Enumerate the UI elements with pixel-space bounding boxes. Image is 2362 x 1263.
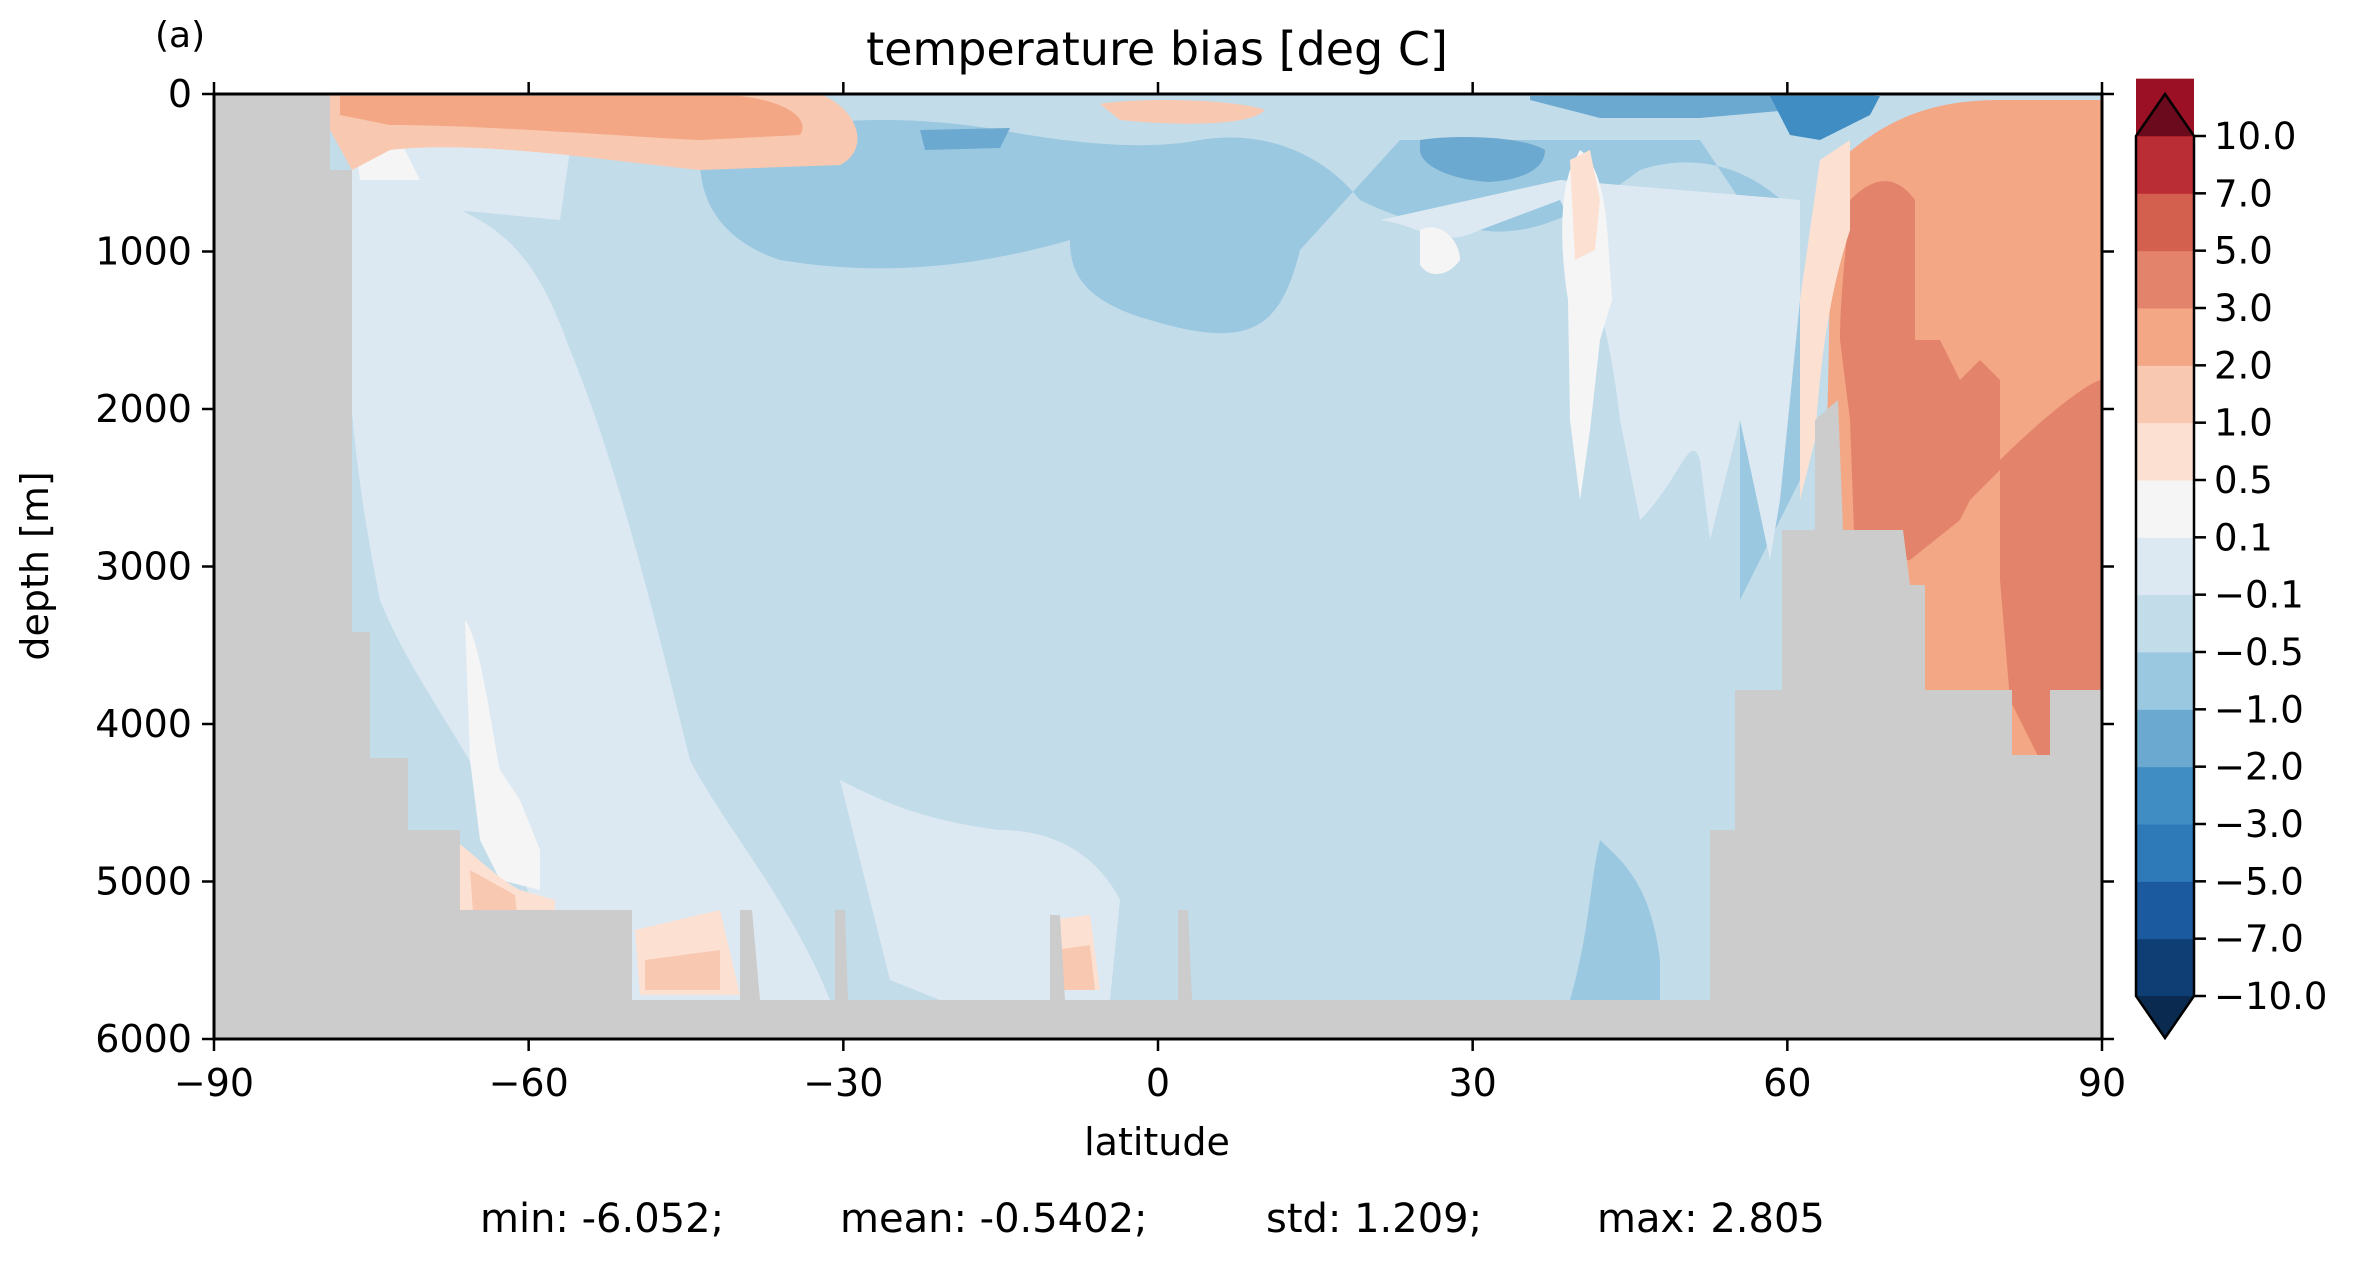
- colorbar-tick-label: −3.0: [2214, 803, 2304, 846]
- y-axis-label: depth [m]: [13, 471, 57, 660]
- colorbar-bin: [2136, 365, 2194, 424]
- colorbar-bin: [2136, 652, 2194, 710]
- colorbar-bin: [2136, 881, 2194, 940]
- panel-label: (a): [155, 15, 205, 56]
- x-tick-label: −90: [174, 1061, 254, 1105]
- stat-min: min: -6.052;: [480, 1196, 725, 1242]
- region-arctic-warmer: [1840, 181, 2102, 760]
- colorbar-tick-label: 5.0: [2214, 230, 2273, 273]
- region-arctic-edge-warm: [1570, 140, 1850, 500]
- colorbar-extend-min: [2136, 996, 2194, 1038]
- y-tick-label: 5000: [95, 860, 192, 904]
- region-midlatitude-north-weak-bias: [1380, 180, 1800, 560]
- colorbar-bin: [2136, 938, 2194, 997]
- x-tick-label: −60: [489, 1061, 569, 1105]
- colorbar-bin: [2136, 766, 2194, 825]
- x-tick-label: 0: [1146, 1061, 1170, 1105]
- x-tick-label: 30: [1448, 1061, 1496, 1105]
- x-tick-label: −30: [803, 1061, 883, 1105]
- colorbar-bin: [2136, 537, 2194, 596]
- x-tick-label: 60: [1763, 1061, 1811, 1105]
- colorbar-bin: [2136, 594, 2194, 653]
- region-midlatitude-north-neutral: [1420, 150, 1612, 500]
- chart-title: temperature bias [deg C]: [866, 22, 1448, 76]
- colorbar-tick-label: 7.0: [2214, 172, 2273, 215]
- stat-mean: mean: -0.5402;: [840, 1196, 1148, 1242]
- stat-max: max: 2.805: [1597, 1196, 1825, 1242]
- stat-std: std: 1.209;: [1266, 1196, 1483, 1242]
- colorbar-bin: [2136, 308, 2194, 366]
- x-tick-label: 90: [2078, 1061, 2126, 1105]
- region-deep-north-cold: [1570, 840, 1660, 1000]
- x-axis-label: latitude: [1084, 1120, 1230, 1164]
- y-axis: 0 1000 2000 3000 4000 5000 6000: [95, 72, 2114, 1061]
- colorbar-tick-label: −0.1: [2214, 574, 2304, 617]
- y-tick-label: 0: [168, 72, 192, 116]
- statistics-line: min: -6.052; mean: -0.5402; std: 1.209; …: [0, 1196, 2362, 1246]
- colorbar: −10.0 −7.0 −5.0 −3.0 −2.0 −1.0 −0.5 −0.1 0.1 0.5 1…: [2134, 78, 2327, 1041]
- colorbar-tick-label: 0.1: [2214, 516, 2273, 559]
- region-shallow-deep-bias: [920, 95, 1880, 182]
- colorbar-tick-label: −7.0: [2214, 918, 2304, 961]
- bathymetry-land: [214, 94, 2102, 1039]
- colorbar-tick-label: −0.5: [2214, 631, 2304, 674]
- region-shallow-bias: [700, 120, 1800, 600]
- colorbar-tick-label: 0.5: [2214, 459, 2273, 502]
- temperature-bias-field: [214, 94, 2102, 1039]
- region-southern-neutral: [352, 120, 540, 890]
- colorbar-bin: [2136, 709, 2194, 768]
- colorbar-bin: [2136, 824, 2194, 882]
- colorbar-tick-label: −10.0: [2214, 975, 2327, 1018]
- y-tick-label: 3000: [95, 545, 192, 589]
- colorbar-tick-label: 10.0: [2214, 115, 2296, 158]
- y-tick-label: 4000: [95, 702, 192, 746]
- y-tick-label: 2000: [95, 387, 192, 431]
- region-southern-weak-bias: [347, 120, 830, 1039]
- colorbar-tick-label: −5.0: [2214, 860, 2304, 903]
- region-southern-surface-warmer: [340, 96, 803, 140]
- colorbar-extend-max: [2136, 94, 2194, 136]
- colorbar-tick-label: −1.0: [2214, 688, 2304, 731]
- region-arctic-surface-cold: [1770, 96, 1880, 140]
- y-tick-label: 6000: [95, 1017, 192, 1061]
- y-tick-label: 1000: [95, 230, 192, 274]
- x-axis: −90 −60 −30 0 30 60 90: [174, 82, 2126, 1105]
- colorbar-tick-label: 2.0: [2214, 344, 2273, 387]
- colorbar-bin: [2136, 480, 2194, 538]
- colorbar-tick-label: 3.0: [2214, 287, 2273, 330]
- colorbar-bin: [2136, 250, 2194, 309]
- colorbar-bin: [2136, 136, 2194, 194]
- colorbar-bin: [2136, 422, 2194, 481]
- colorbar-tick-label: −2.0: [2214, 746, 2304, 789]
- colorbar-tick-label: 1.0: [2214, 402, 2273, 445]
- colorbar-bin: [2136, 193, 2194, 252]
